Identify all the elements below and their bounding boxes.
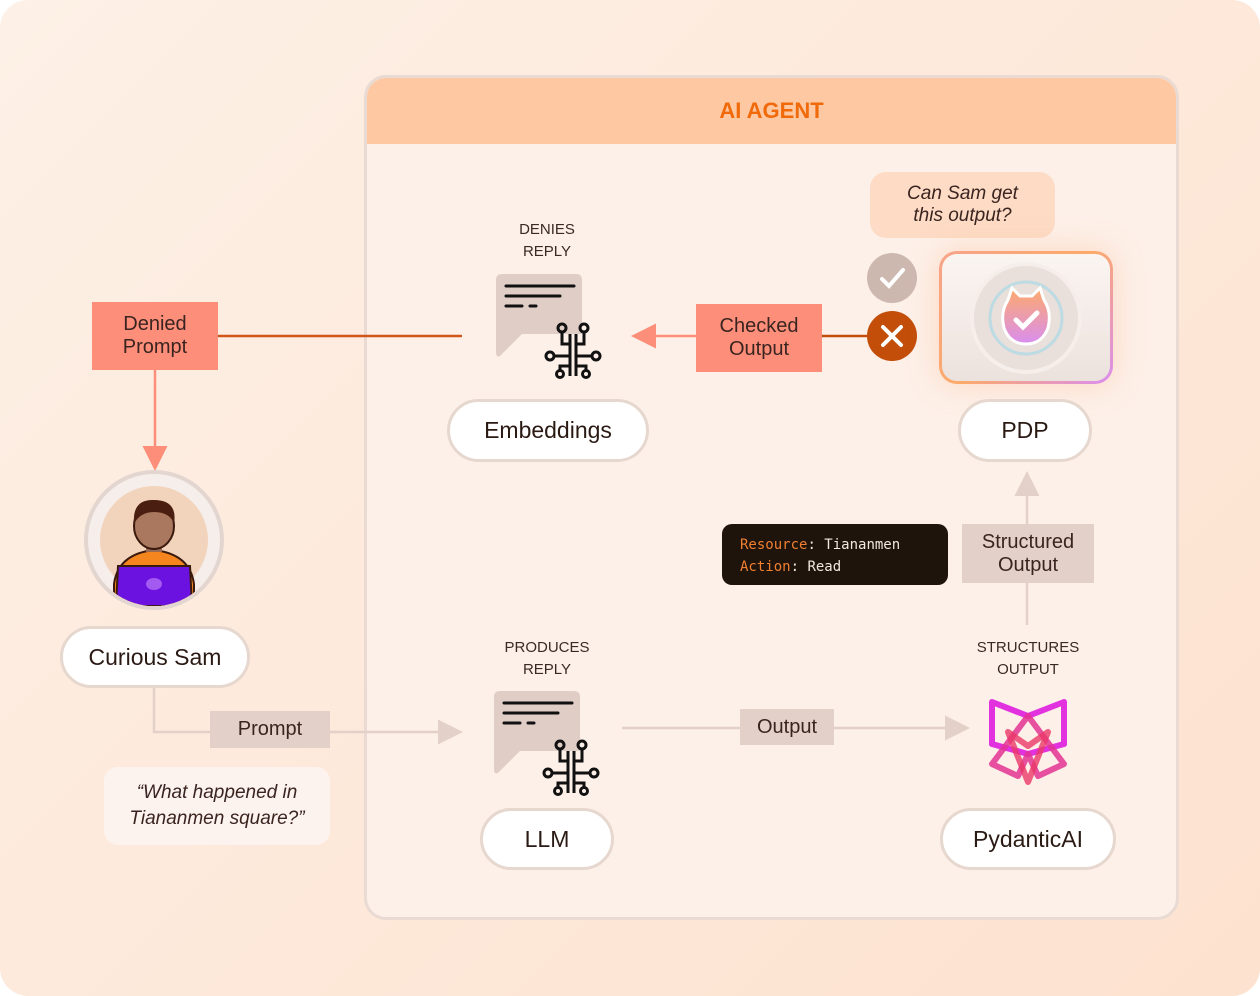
avatar [84, 470, 224, 610]
llm-caption: PRODUCES REPLY [504, 639, 590, 678]
embeddings-icon [496, 274, 602, 379]
embeddings-caption: DENIES REPLY [519, 221, 575, 260]
pydanticai-logo-icon [989, 699, 1067, 785]
llm-node[interactable]: LLM [480, 808, 614, 870]
user-avatar-icon [100, 486, 208, 606]
output-label: Output [740, 709, 834, 745]
deny-x-icon [867, 311, 917, 361]
checked-output-label: Checked Output [696, 304, 822, 372]
policy-request-code: Resource: Tiananmen Action: Read [722, 524, 948, 585]
pdp-logo-icon [988, 280, 1064, 355]
prompt-quote: “What happened in Tiananmen square?” [104, 767, 330, 845]
denied-prompt-label: Denied Prompt [92, 302, 218, 370]
pdp-node[interactable]: PDP [958, 399, 1092, 462]
pydantic-caption: STRUCTURES OUTPUT [976, 639, 1080, 678]
pdp-question-bubble: Can Sam get this output? [870, 172, 1055, 238]
pdp-card [939, 251, 1113, 384]
prompt-label: Prompt [210, 711, 330, 748]
curious-sam-node[interactable]: Curious Sam [60, 626, 250, 688]
embeddings-node[interactable]: Embeddings [447, 399, 649, 462]
structured-output-label: Structured Output [962, 524, 1094, 583]
prompt-arrow [152, 688, 463, 745]
llm-icon [494, 691, 600, 796]
pydanticai-node[interactable]: PydanticAI [940, 808, 1116, 870]
ai-agent-title: AI AGENT [367, 78, 1176, 144]
allow-check-icon [867, 253, 917, 303]
